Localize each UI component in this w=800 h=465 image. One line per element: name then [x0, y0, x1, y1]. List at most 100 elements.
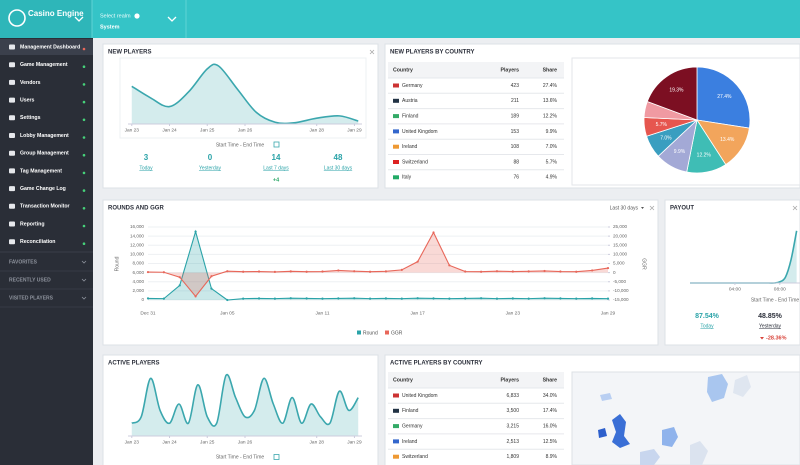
y-tick-label: 0 — [141, 297, 144, 302]
x-tick-label: Jan 17 — [410, 310, 425, 316]
menu-icon — [9, 168, 15, 174]
menu-item[interactable]: Lobby Management — [20, 133, 69, 139]
legend-swatch[interactable] — [385, 330, 389, 335]
sidebar-section[interactable]: FAVORITES — [9, 259, 38, 265]
y-tick-label: 16,000 — [130, 224, 144, 229]
y-tick-label: 14,000 — [130, 233, 144, 238]
menu-item[interactable]: Game Management — [20, 62, 68, 68]
point — [242, 270, 245, 273]
region — [598, 428, 607, 438]
time-range[interactable]: Start Time - End Time — [216, 142, 265, 148]
y-axis-title: Round — [114, 256, 120, 271]
flag — [393, 129, 399, 134]
x-tick-label: Jan 11 — [315, 310, 329, 316]
point — [146, 270, 150, 274]
menu-item[interactable]: Reconciliation — [20, 239, 55, 245]
realm-value[interactable]: System — [100, 24, 120, 30]
column-header: Country — [393, 67, 413, 73]
y2-tick-label: -10,000 — [613, 288, 629, 293]
point — [162, 271, 165, 274]
time-range[interactable]: Start Time - End Time — [216, 454, 265, 460]
x-tick-label: Jan 26 — [238, 439, 253, 445]
pie-label: 27.4% — [717, 94, 732, 100]
table-cell: 8.9% — [546, 454, 558, 460]
region — [640, 449, 660, 465]
point — [289, 270, 292, 273]
menu-item[interactable]: Settings — [20, 115, 41, 121]
flag — [393, 83, 399, 88]
logo-area — [0, 0, 92, 38]
region — [733, 375, 751, 397]
panel-title: NEW PLAYERS BY COUNTRY — [390, 50, 474, 56]
help-icon[interactable] — [134, 13, 140, 19]
stat-label[interactable]: Yesterday — [199, 165, 222, 171]
point — [432, 231, 435, 234]
point — [384, 297, 388, 300]
legend-label[interactable]: Round — [363, 330, 378, 336]
stat-label[interactable]: Last 7 days — [263, 165, 289, 171]
point — [337, 269, 340, 272]
stat-label[interactable]: Today — [700, 323, 714, 329]
flag — [393, 160, 399, 164]
time-range[interactable]: Start Time - End Time — [751, 297, 800, 303]
flag — [393, 175, 399, 180]
y2-axis-title: GGR — [641, 258, 647, 270]
point — [353, 270, 356, 273]
point — [257, 297, 261, 300]
flag — [393, 393, 399, 398]
legend-swatch[interactable] — [357, 330, 361, 335]
table-cell: Germany — [402, 424, 423, 430]
x-tick-label: Jan 05 — [220, 310, 235, 316]
x-tick-label: Jan 25 — [200, 439, 215, 445]
realm-chevron[interactable] — [167, 16, 177, 22]
close-icon[interactable] — [369, 49, 375, 55]
menu-item[interactable]: Transaction Monitor — [20, 204, 70, 210]
table-cell: 12.5% — [543, 439, 558, 445]
menu-icon — [9, 150, 15, 156]
point — [305, 297, 308, 300]
top-bar — [0, 0, 800, 38]
sidebar-section[interactable]: RECENTLY USED — [9, 277, 51, 283]
x-tick-label: Jan 23 — [125, 127, 140, 133]
close-icon[interactable] — [649, 205, 655, 211]
logo-icon — [8, 9, 26, 27]
menu-item[interactable]: Reporting — [20, 221, 45, 227]
point — [384, 270, 388, 273]
brand-chevron[interactable] — [74, 16, 84, 22]
point — [606, 266, 610, 270]
point — [273, 270, 276, 273]
menu-item[interactable]: Management Dashboard — [20, 44, 80, 50]
stat-value: 0 — [208, 153, 213, 162]
point — [575, 270, 578, 273]
point — [464, 270, 467, 273]
menu-item[interactable]: Vendors — [20, 80, 41, 86]
section-chevron — [81, 278, 87, 282]
chart-frame — [119, 57, 367, 139]
point — [400, 268, 403, 271]
menu-item[interactable]: Tag Management — [20, 168, 62, 174]
stat-label[interactable]: Last 30 days — [324, 165, 353, 171]
point — [337, 297, 340, 300]
calendar-icon[interactable] — [273, 454, 280, 460]
stat-label[interactable]: Today — [139, 165, 153, 171]
close-icon[interactable] — [792, 205, 798, 211]
active-item-bg — [0, 39, 93, 55]
menu-item[interactable]: Game Change Log — [20, 186, 66, 192]
realm-label[interactable]: Select realm — [100, 13, 131, 19]
panel-title: ROUNDS AND GGR — [108, 206, 164, 212]
stat-label[interactable]: Yesterday — [759, 323, 782, 329]
point — [368, 270, 372, 273]
status-dot — [82, 153, 86, 157]
section-chevron — [81, 260, 87, 264]
period-select[interactable]: Last 30 days — [610, 205, 639, 211]
menu-item[interactable]: Group Management — [20, 151, 69, 157]
point — [559, 270, 562, 273]
sidebar-section[interactable]: VISITED PLAYERS — [9, 295, 54, 301]
calendar-icon[interactable] — [273, 141, 280, 148]
period-caret[interactable] — [641, 207, 644, 209]
x-tick-label: Jan 23 — [506, 310, 521, 316]
legend-label[interactable]: GGR — [391, 330, 403, 336]
menu-item[interactable]: Users — [20, 97, 35, 103]
